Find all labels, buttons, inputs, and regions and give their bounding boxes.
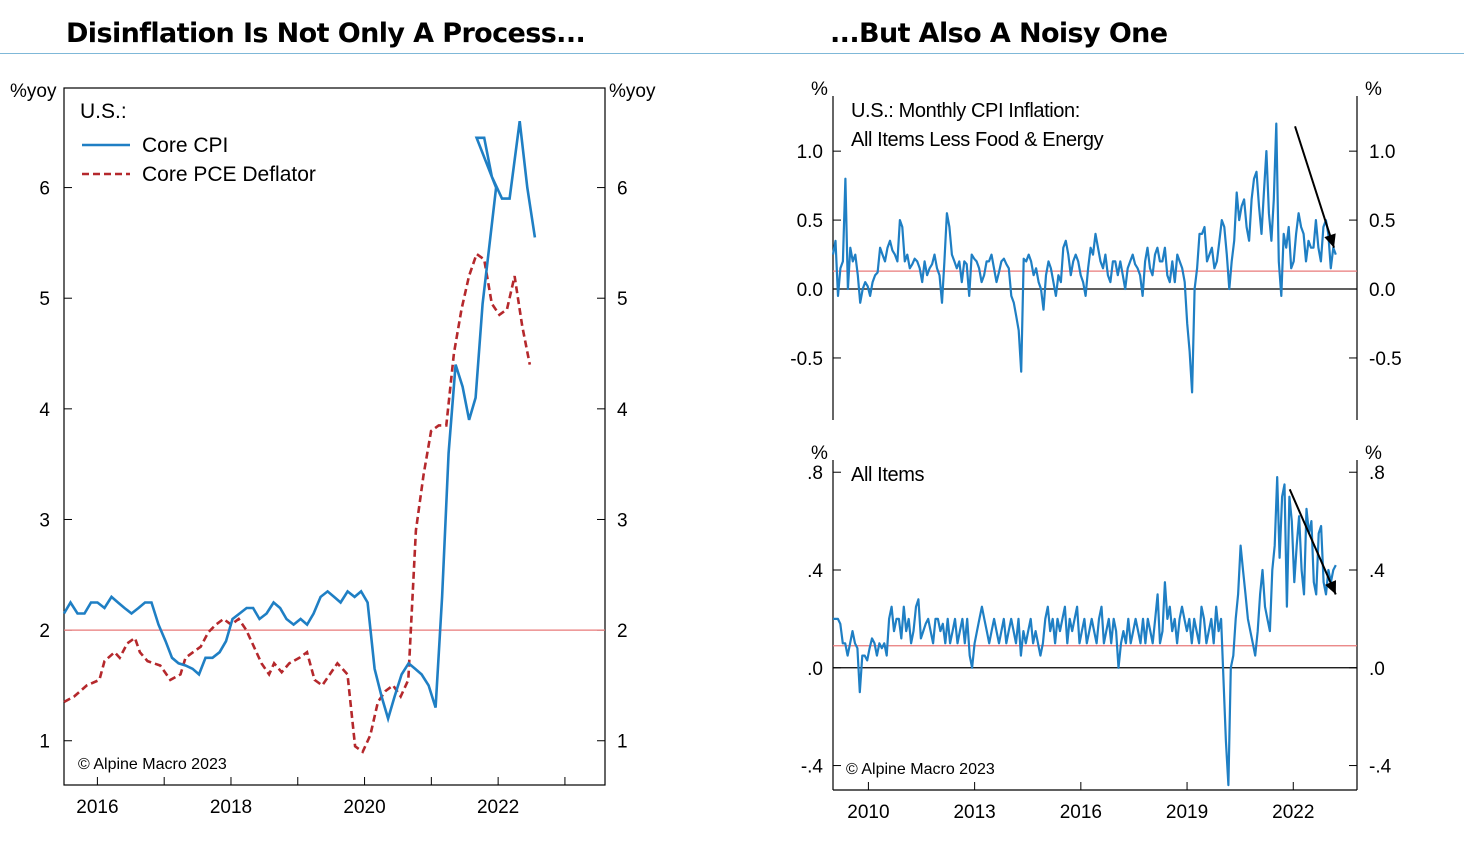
- left-chart-title: U.S.:: [80, 100, 127, 123]
- legend-label-core-pce: Core PCE Deflator: [142, 163, 316, 186]
- headline-monthly-ytick-label-right: .0: [1369, 659, 1385, 680]
- headline-monthly-ytick-label-right: .8: [1369, 463, 1385, 484]
- left-xtick-label: 2016: [76, 797, 118, 818]
- headline-monthly-ytick-label-left: -.4: [801, 757, 824, 778]
- core-monthly-ytick-label-right: 0.5: [1369, 211, 1395, 232]
- headline-monthly-monthly-line: [833, 476, 1337, 787]
- core-monthly-chart-subtitle: All Items Less Food & Energy: [851, 129, 1104, 151]
- headline-monthly-ytick-label-left: .0: [807, 659, 823, 680]
- left-ytick-label-right: 4: [617, 400, 628, 421]
- left-xtick-label: 2018: [210, 797, 252, 818]
- left-ytick-label-right: 1: [617, 732, 628, 753]
- headline-monthly-xtick-label: 2016: [1060, 802, 1102, 823]
- header-rule: [0, 53, 1464, 54]
- left-ytick-label-left: 3: [39, 510, 50, 531]
- left-ylabel-left: %yoy: [10, 81, 57, 102]
- headline-monthly-ylabel-left: %: [811, 443, 828, 464]
- core-monthly-chart-title: U.S.: Monthly CPI Inflation:: [851, 100, 1080, 122]
- left-xtick-label: 2020: [343, 797, 385, 818]
- left-ylabel-right: %yoy: [609, 81, 656, 102]
- core-cpi-line: [62, 121, 537, 724]
- headline-monthly-xtick-label: 2022: [1272, 802, 1314, 823]
- left-plot-frame: [63, 87, 606, 786]
- core-monthly-trend-arrow: [1294, 126, 1335, 248]
- core-monthly-ytick-label-left: 0.0: [797, 280, 823, 301]
- headline-monthly-xtick-label: 2013: [953, 802, 995, 823]
- headline-monthly-ytick-label-left: .4: [807, 561, 823, 582]
- left-ytick-label-left: 4: [39, 400, 50, 421]
- core-monthly-ytick-label-left: 0.5: [797, 211, 823, 232]
- headline-monthly-ytick-label-right: -.4: [1369, 757, 1392, 778]
- left-ytick-label-right: 3: [617, 510, 628, 531]
- left-xtick-label: 2022: [477, 797, 519, 818]
- headline-monthly-ylabel-right: %: [1365, 443, 1382, 464]
- core-monthly-ytick-label-right: 0.0: [1369, 280, 1395, 301]
- left-ytick-label-left: 5: [39, 289, 50, 310]
- left-ytick-label-right: 6: [617, 179, 628, 200]
- headline-monthly-chart-title: All Items: [851, 464, 924, 486]
- left-ytick-label-right: 2: [617, 621, 628, 642]
- core-pce-deflator-line: [63, 251, 532, 754]
- left-panel-title: Disinflation Is Not Only A Process...: [66, 18, 586, 49]
- core-monthly-ylabel-right: %: [1365, 79, 1382, 100]
- headline-monthly-copyright: © Alpine Macro 2023: [846, 761, 995, 778]
- right-panel-title: ...But Also A Noisy One: [830, 18, 1168, 49]
- legend-label-core-cpi: Core CPI: [142, 134, 228, 157]
- headline-monthly-trend-arrow: [1288, 488, 1337, 595]
- core-monthly-ytick-label-left: -0.5: [790, 349, 823, 370]
- core-monthly-ylabel-left: %: [811, 79, 828, 100]
- core-monthly-ytick-label-left: 1.0: [797, 142, 823, 163]
- headline-monthly-ytick-label-left: .8: [807, 463, 823, 484]
- headline-monthly-xtick-label: 2010: [847, 802, 889, 823]
- core-monthly-ytick-label-right: 1.0: [1369, 142, 1395, 163]
- left-copyright: © Alpine Macro 2023: [78, 756, 227, 773]
- headline-monthly-trend-arrowhead: [1325, 580, 1336, 595]
- left-ytick-label-left: 2: [39, 621, 50, 642]
- headline-monthly-xtick-label: 2019: [1166, 802, 1208, 823]
- core-monthly-ytick-label-right: -0.5: [1369, 349, 1402, 370]
- core-monthly-trend-arrowhead: [1324, 233, 1336, 248]
- left-ytick-label-right: 5: [617, 289, 628, 310]
- core-monthly-monthly-line: [831, 122, 1337, 394]
- left-ytick-label-left: 1: [39, 732, 50, 753]
- headline-monthly-ytick-label-right: .4: [1369, 561, 1385, 582]
- left-ytick-label-left: 6: [39, 179, 50, 200]
